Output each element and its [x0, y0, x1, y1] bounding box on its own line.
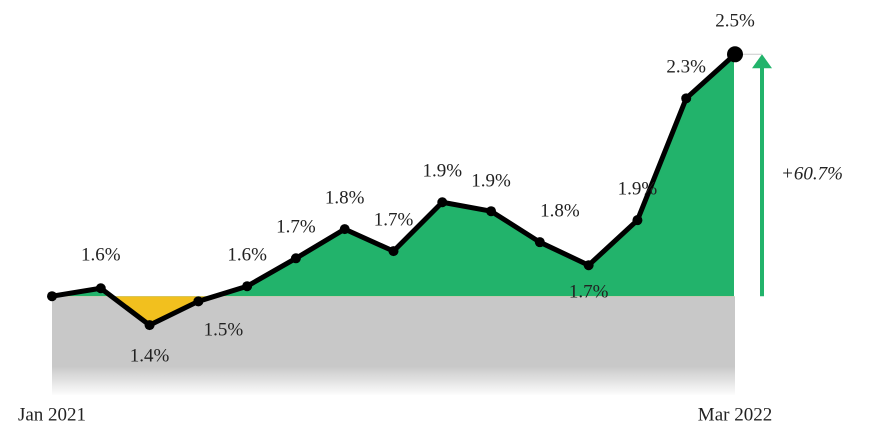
point	[583, 260, 594, 271]
point	[193, 296, 204, 307]
point	[681, 93, 692, 104]
data-label: 1.7%	[569, 282, 609, 303]
point	[486, 206, 497, 217]
point	[47, 291, 57, 302]
data-label: 1.6%	[81, 245, 121, 266]
point	[727, 46, 743, 63]
point	[632, 215, 643, 226]
point	[534, 237, 545, 248]
arrow-head	[752, 54, 772, 69]
point	[95, 283, 106, 294]
point	[242, 281, 253, 292]
data-label: 1.9%	[471, 171, 511, 192]
data-label: 2.5%	[715, 11, 755, 32]
x-tick-label: Jan 2021	[18, 404, 86, 425]
data-label: 1.9%	[618, 179, 658, 200]
data-label: 1.9%	[422, 161, 462, 182]
data-label: 1.8%	[540, 201, 580, 222]
point	[290, 253, 301, 264]
point	[388, 246, 399, 257]
area-below	[52, 296, 735, 326]
area-above	[52, 54, 735, 297]
data-label: 1.6%	[227, 245, 267, 266]
x-tick-label: Mar 2022	[698, 404, 772, 425]
point	[144, 320, 155, 331]
data-label: 1.8%	[325, 187, 365, 208]
point	[437, 197, 448, 208]
point	[339, 224, 350, 235]
data-label: 2.3%	[666, 57, 706, 78]
data-label: 1.7%	[374, 210, 414, 231]
annotation: +60.7%	[781, 164, 843, 185]
data-label: 1.4%	[130, 345, 170, 366]
data-label: 1.7%	[276, 217, 316, 238]
data-label: 1.5%	[204, 320, 244, 341]
